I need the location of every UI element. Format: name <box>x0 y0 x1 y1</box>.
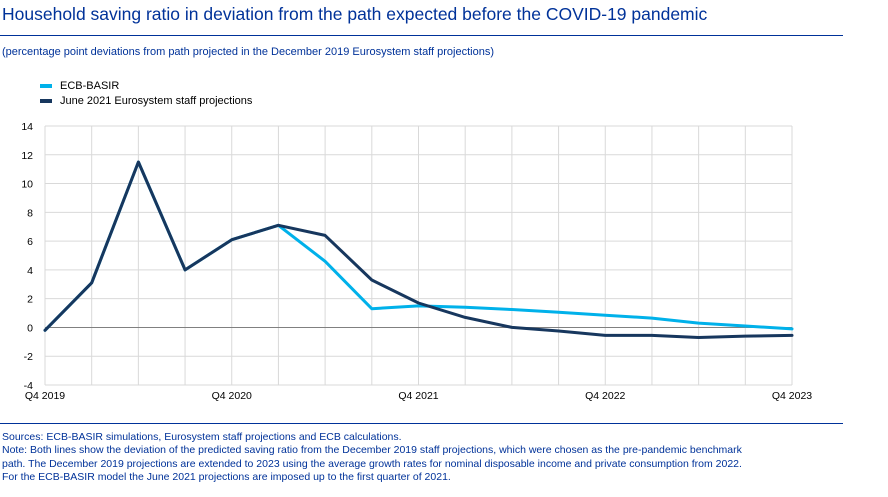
y-tick-label: -2 <box>24 351 33 363</box>
x-tick-label: Q4 2022 <box>585 390 625 402</box>
legend: ECB-BASIR June 2021 Eurosystem staff pro… <box>40 78 252 108</box>
y-tick-label: 4 <box>27 265 33 277</box>
notes-rule <box>0 423 843 424</box>
y-tick-label: -4 <box>24 380 33 392</box>
x-tick-label: Q4 2019 <box>25 390 65 402</box>
notes: Sources: ECB-BASIR simulations, Eurosyst… <box>2 431 852 485</box>
chart-subtitle: (percentage point deviations from path p… <box>2 46 495 58</box>
y-tick-labels: 14 12 10 8 6 4 2 0 -2 -4 <box>21 121 33 392</box>
legend-item-june: June 2021 Eurosystem staff projections <box>40 93 252 108</box>
series-lines <box>43 160 794 339</box>
y-tick-label: 14 <box>21 121 33 133</box>
y-tick-label: 6 <box>27 236 33 248</box>
legend-label-june: June 2021 Eurosystem staff projections <box>60 94 253 107</box>
y-tick-label: 8 <box>27 207 33 219</box>
grid-lines <box>44 125 793 386</box>
x-tick-label: Q4 2020 <box>212 390 252 402</box>
title-rule <box>0 35 843 36</box>
notes-line-3: For the ECB-BASIR model the June 2021 pr… <box>2 471 451 484</box>
y-tick-label: 2 <box>27 294 33 306</box>
notes-line-2: path. The December 2019 projections are … <box>2 457 742 470</box>
x-tick-label: Q4 2021 <box>398 390 438 402</box>
legend-swatch-june <box>40 98 52 103</box>
notes-line-1: Note: Both lines show the deviation of t… <box>2 444 742 457</box>
legend-label-basir: ECB-BASIR <box>60 79 120 92</box>
x-tick-label: Q4 2023 <box>772 390 812 402</box>
notes-sources: Sources: ECB-BASIR simulations, Eurosyst… <box>2 431 402 443</box>
legend-item-basir: ECB-BASIR <box>40 78 252 93</box>
series-line-june-2021 <box>43 160 794 339</box>
y-tick-label: 0 <box>27 322 33 334</box>
y-tick-label: 12 <box>21 150 33 162</box>
x-tick-labels: Q4 2019 Q4 2020 Q4 2021 Q4 2022 Q4 2023 <box>25 390 812 402</box>
chart-title: Household saving ratio in deviation from… <box>2 4 708 24</box>
y-tick-label: 10 <box>21 179 33 191</box>
legend-swatch-basir <box>40 83 52 88</box>
